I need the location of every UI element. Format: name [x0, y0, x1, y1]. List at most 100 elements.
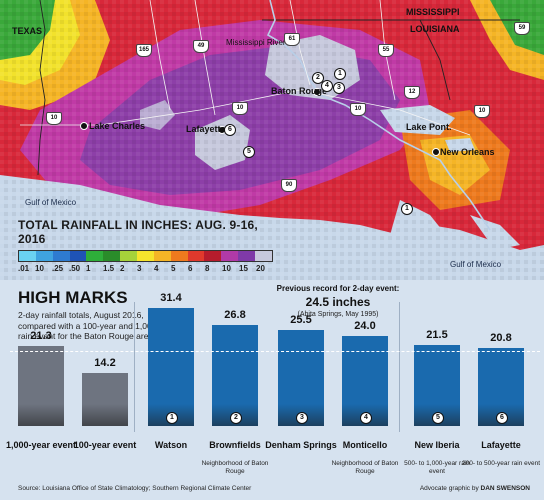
credit-name: DAN SWENSON — [480, 485, 530, 492]
legend-tick-label: 1 — [86, 264, 91, 273]
highway-shield-49: 49 — [193, 40, 209, 53]
bar-value-label: 26.8 — [224, 309, 246, 321]
bar-category-label: Monticello — [342, 440, 388, 450]
legend-swatch — [255, 251, 272, 261]
bar-value-label: 14.2 — [94, 357, 116, 369]
bar-value-label: 24.0 — [354, 320, 376, 332]
legend-swatch — [153, 251, 171, 261]
legend-swatch — [238, 251, 256, 261]
label-baton-rouge: Baton Rouge — [271, 86, 327, 96]
legend-swatch — [52, 251, 70, 261]
divider — [399, 302, 400, 432]
legend-ticks: .01 10 .25 .50 1 1.5 2 3 4 5 6 8 10 15 20 — [18, 264, 273, 273]
previous-record-label: Previous record for 2-day event: — [276, 284, 400, 293]
bar-site-marker: 3 — [296, 412, 308, 424]
site-marker: 2 — [312, 72, 324, 84]
highway-shield-55: 55 — [378, 44, 394, 57]
legend-tick-label: 15 — [239, 264, 248, 273]
bar: 14.2 — [82, 357, 128, 426]
legend-swatch — [19, 251, 36, 261]
label-lake-pont: Lake Pont. — [406, 122, 452, 132]
legend-tick-label: 3 — [137, 264, 142, 273]
legend-tick-label: 20 — [256, 264, 265, 273]
city-dot-baton-rouge — [313, 88, 321, 96]
highway-shield-59: 59 — [514, 22, 530, 35]
bar: 31.4 1 — [148, 292, 194, 426]
label-new-orleans: New Orleans — [440, 147, 495, 157]
legend-swatch — [35, 251, 53, 261]
bar-category-label: Denham Springs — [265, 440, 337, 450]
highway-shield-165: 165 — [136, 44, 152, 57]
site-marker: 4 — [321, 80, 333, 92]
legend-swatch — [103, 251, 121, 261]
highway-shield-10: 10 — [474, 105, 490, 118]
site-marker: 3 — [333, 82, 345, 94]
bar-sub-label: Neighborhood of Baton Rouge — [201, 460, 269, 475]
highway-shield-12: 12 — [404, 86, 420, 99]
high-marks-description: 2-day rainfall totals, August 2016, comp… — [18, 310, 176, 341]
city-dot-lake-charles — [80, 122, 88, 130]
bar-site-marker: 1 — [166, 412, 178, 424]
legend-title: TOTAL RAINFALL IN INCHES: AUG. 9-16, 201… — [18, 218, 258, 246]
label-texas: TEXAS — [12, 26, 43, 36]
bar-category-label: Brownfields — [209, 440, 261, 450]
bar-sub-label: Neighborhood of Baton Rouge — [331, 460, 399, 475]
label-lake-charles: Lake Charles — [89, 121, 146, 131]
legend-swatch — [120, 251, 138, 261]
bar: 26.8 2 — [212, 309, 258, 426]
label-lafayette: Lafayette — [186, 124, 226, 134]
divider — [134, 302, 135, 432]
legend-swatch — [221, 251, 239, 261]
label-mississippi: MISSISSIPPI — [406, 7, 460, 17]
legend-tick-label: 10 — [222, 264, 231, 273]
bar-sub-label: 500- to 1,000-year rain event — [404, 460, 470, 475]
site-marker: 1 — [401, 203, 413, 215]
label-gulf-left: Gulf of Mexico — [25, 198, 77, 207]
bar-site-marker: 5 — [432, 412, 444, 424]
bar: 24.0 4 — [342, 320, 388, 426]
legend-tick-label: 4 — [154, 264, 159, 273]
legend-swatch — [170, 251, 188, 261]
legend-tick-label: 2 — [120, 264, 125, 273]
legend-swatch — [187, 251, 205, 261]
bar: 20.8 6 — [478, 332, 524, 426]
bar: 25.5 3 — [278, 314, 324, 426]
bar-value-label: 21.5 — [426, 329, 448, 341]
label-gulf-right: Gulf of Mexico — [450, 260, 502, 269]
bar-shadow — [82, 404, 128, 426]
label-louisiana: LOUISIANA — [410, 24, 460, 34]
legend-swatch — [137, 251, 154, 261]
site-marker: 1 — [334, 68, 346, 80]
legend-swatch — [69, 251, 87, 261]
high-marks-title: HIGH MARKS — [18, 288, 128, 307]
bar-category-label: Watson — [154, 440, 188, 450]
bar-category-label: New Iberia — [414, 440, 460, 450]
record-reference-line — [10, 351, 540, 352]
legend-tick-label: .01 — [18, 264, 30, 273]
highway-shield-90: 90 — [281, 179, 297, 192]
highway-shield-61: 61 — [284, 33, 300, 46]
bar-value-label: 21.3 — [30, 330, 52, 342]
rainfall-map: TEXAS MISSISSIPPI LOUISIANA Mississippi … — [0, 0, 544, 280]
source-note: Source: Louisiana Office of State Climat… — [18, 485, 252, 492]
bar-value-label: 20.8 — [490, 332, 512, 344]
legend-swatch — [204, 251, 222, 261]
previous-record: Previous record for 2-day event: 24.5 in… — [268, 284, 408, 318]
previous-record-value: 24.5 inches — [305, 295, 371, 309]
site-marker: 5 — [243, 146, 255, 158]
legend-tick-label: .25 — [52, 264, 64, 273]
bar-shadow — [18, 404, 64, 426]
legend-color-bar — [18, 250, 273, 262]
legend-tick-label: .50 — [69, 264, 81, 273]
legend-tick-label: 5 — [171, 264, 176, 273]
previous-record-location: (Abita Springs, May 1995) — [297, 311, 379, 318]
legend-tick-label: 10 — [35, 264, 44, 273]
bar-sub-label: 200- to 500-year rain event — [461, 460, 541, 467]
site-marker: 6 — [224, 124, 236, 136]
bar: 21.3 — [18, 330, 64, 426]
bar: 21.5 5 — [414, 329, 460, 426]
legend-tick-label: 8 — [205, 264, 210, 273]
legend-tick-label: 6 — [188, 264, 193, 273]
highway-shield-10: 10 — [232, 102, 248, 115]
rainfall-legend: TOTAL RAINFALL IN INCHES: AUG. 9-16, 201… — [18, 218, 273, 273]
